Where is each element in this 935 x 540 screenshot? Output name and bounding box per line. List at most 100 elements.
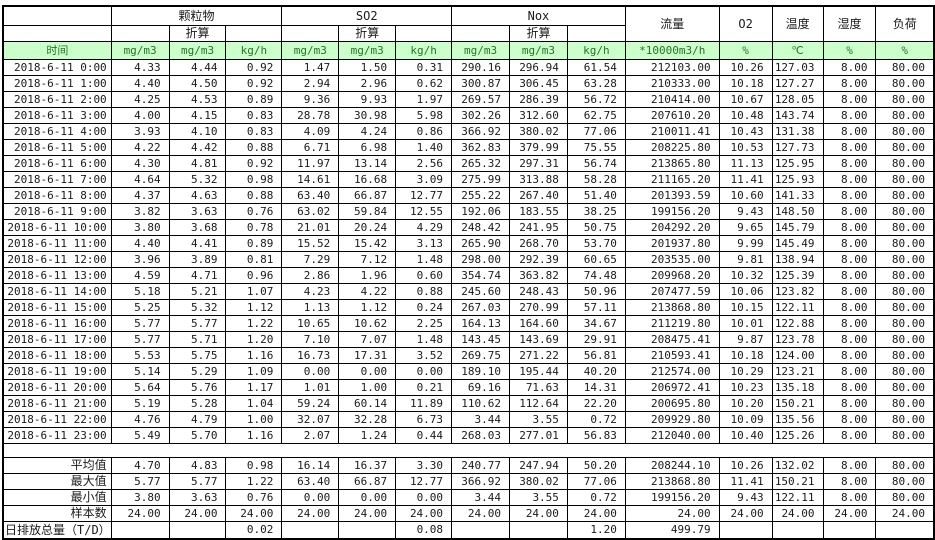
- value-cell: [771, 521, 824, 540]
- value-cell: 0.02: [225, 521, 283, 540]
- value-cell: 0.31: [395, 59, 453, 76]
- value-cell: 38.25: [566, 203, 626, 220]
- value-cell: 3.09: [395, 171, 453, 188]
- value-cell: 4.50: [168, 75, 227, 92]
- value-cell: 8.00: [822, 473, 877, 490]
- value-cell: 298.00: [451, 251, 510, 268]
- time-cell: 2018-6-11 14:00: [2, 283, 112, 300]
- spacer-row: [3, 443, 934, 458]
- value-cell: 300.87: [451, 75, 510, 92]
- value-cell: 24.00: [451, 505, 510, 522]
- value-cell: 1.97: [395, 91, 453, 108]
- value-cell: [168, 521, 227, 540]
- value-cell: 0.24: [395, 299, 453, 316]
- value-cell: 4.00: [110, 107, 170, 124]
- value-cell: 8.00: [822, 315, 877, 332]
- value-cell: 4.10: [168, 123, 227, 140]
- value-cell: 10.18: [718, 75, 773, 92]
- value-cell: 16.73: [281, 347, 340, 364]
- value-cell: 3.80: [110, 219, 170, 236]
- value-cell: 3.44: [451, 411, 510, 428]
- value-cell: 9.81: [718, 251, 773, 268]
- header-time-blank: [2, 5, 112, 26]
- time-cell: 2018-6-11 23:00: [2, 427, 112, 444]
- value-cell: 16.68: [338, 171, 397, 188]
- value-cell: 32.28: [338, 411, 397, 428]
- value-cell: 0.86: [395, 123, 453, 140]
- value-cell: 10.67: [718, 91, 773, 108]
- value-cell: 1.09: [225, 363, 283, 380]
- value-cell: 80.00: [875, 91, 935, 108]
- value-cell: 141.33: [771, 187, 824, 204]
- value-cell: 313.88: [509, 171, 568, 188]
- value-cell: 4.83: [168, 457, 227, 474]
- col-header-temperature: 温度: [771, 5, 824, 42]
- value-cell: 290.16: [451, 59, 510, 76]
- value-cell: 1.20: [225, 331, 283, 348]
- value-cell: 128.05: [771, 91, 824, 108]
- value-cell: 4.25: [110, 91, 170, 108]
- value-cell: 71.63: [509, 379, 568, 396]
- col-group-particulate: 颗粒物: [110, 5, 283, 26]
- value-cell: 8.00: [822, 203, 877, 220]
- time-cell: 2018-6-11 2:00: [2, 91, 112, 108]
- value-cell: 1.13: [281, 299, 340, 316]
- table-row: 2018-6-11 11:00 4.40 4.41 0.89 15.52 15.42 3.1…: [2, 235, 935, 252]
- value-cell: 58.28: [566, 171, 626, 188]
- value-cell: 50.96: [566, 283, 626, 300]
- time-cell: 2018-6-11 7:00: [2, 171, 112, 188]
- value-cell: 80.00: [875, 187, 935, 204]
- value-cell: 9.65: [718, 219, 773, 236]
- value-cell: 241.95: [509, 219, 568, 236]
- value-cell: 3.63: [168, 203, 227, 220]
- value-cell: 127.03: [771, 59, 824, 76]
- value-cell: 203535.00: [624, 251, 720, 268]
- value-cell: 0.92: [225, 75, 283, 92]
- value-cell: 5.29: [168, 363, 227, 380]
- value-cell: 0.92: [225, 59, 283, 76]
- value-cell: 8.00: [822, 155, 877, 172]
- value-cell: 10.29: [718, 363, 773, 380]
- value-cell: 9.87: [718, 331, 773, 348]
- time-cell: 2018-6-11 10:00: [2, 219, 112, 236]
- table-row: 2018-6-11 5:00 4.22 4.42 0.88 6.71 6.98 1.40 36…: [2, 139, 935, 156]
- table-row: 2018-6-11 7:00 4.64 5.32 0.98 14.61 16.68 3.09…: [2, 171, 935, 188]
- value-cell: 2.96: [338, 75, 397, 92]
- value-cell: 80.00: [875, 489, 935, 506]
- value-cell: 265.32: [451, 155, 510, 172]
- value-cell: 143.74: [771, 107, 824, 124]
- value-cell: 380.02: [509, 473, 568, 490]
- unit-pm-rate: kg/h: [225, 41, 283, 60]
- value-cell: 306.45: [509, 75, 568, 92]
- value-cell: 80.00: [875, 139, 935, 156]
- value-cell: [875, 521, 935, 540]
- value-cell: 11.97: [281, 155, 340, 172]
- value-cell: 13.14: [338, 155, 397, 172]
- value-cell: 4.24: [338, 123, 397, 140]
- value-cell: 255.22: [451, 187, 510, 204]
- time-cell: 2018-6-11 20:00: [2, 379, 112, 396]
- time-cell: 2018-6-11 11:00: [2, 235, 112, 252]
- value-cell: 24.00: [624, 505, 720, 522]
- table-row: 2018-6-11 23:00 5.49 5.70 1.16 2.07 1.24 0.44 2…: [2, 427, 935, 444]
- value-cell: 15.42: [338, 235, 397, 252]
- value-cell: 24.00: [822, 505, 877, 522]
- table-row: 2018-6-11 20:00 5.64 5.76 1.17 1.01 1.00 0.21 6…: [2, 379, 935, 396]
- value-cell: 24.00: [718, 505, 773, 522]
- value-cell: 80.00: [875, 457, 935, 474]
- value-cell: 32.07: [281, 411, 340, 428]
- value-cell: 131.38: [771, 123, 824, 140]
- value-cell: 292.39: [509, 251, 568, 268]
- unit-load: %: [875, 41, 935, 60]
- time-cell: 2018-6-11 22:00: [2, 411, 112, 428]
- value-cell: 208475.41: [624, 331, 720, 348]
- value-cell: 4.33: [110, 59, 170, 76]
- value-cell: 4.79: [168, 411, 227, 428]
- value-cell: 5.77: [110, 473, 170, 490]
- value-cell: 135.56: [771, 411, 824, 428]
- table-row: 2018-6-11 10:00 3.80 3.68 0.78 21.01 20.24 4.2…: [2, 219, 935, 236]
- value-cell: 5.77: [110, 315, 170, 332]
- value-cell: 0.88: [225, 139, 283, 156]
- value-cell: 286.39: [509, 91, 568, 108]
- time-cell: 2018-6-11 4:00: [2, 123, 112, 140]
